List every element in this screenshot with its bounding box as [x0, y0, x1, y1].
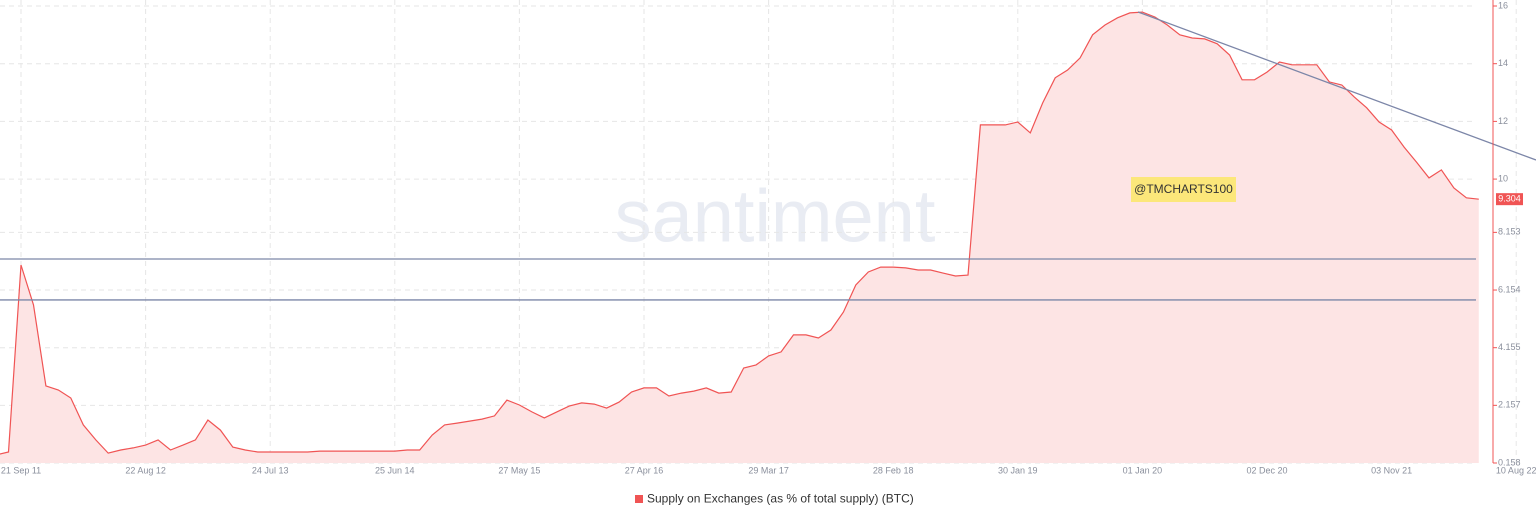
- plot: [0, 11, 1479, 463]
- line: [0, 11, 1479, 455]
- x-tick-label: 27 Apr 16: [625, 465, 664, 475]
- x-tick-label: 28 Feb 18: [873, 465, 914, 475]
- y-tick-label: 4.155: [1498, 342, 1521, 352]
- x-tick-label: 03 Nov 21: [1371, 465, 1412, 475]
- legend-label: Supply on Exchanges (as % of total suppl…: [647, 492, 914, 506]
- legend-swatch: [635, 495, 643, 503]
- last-value-label: 9.304: [1498, 194, 1521, 204]
- x-tick-label: 21 Sep 11: [1, 465, 41, 475]
- trend-line: [1137, 11, 1536, 161]
- x-tick-label: 10 Aug 22: [1496, 465, 1536, 475]
- annotation: @TMCHARTS100: [1134, 182, 1233, 196]
- axes: 0.158 2.157 4.155 6.154 8.153 10 12 14 16 21 Sep …: [1, 0, 1536, 475]
- area: [0, 12, 1479, 463]
- y-tick-label: 10: [1498, 173, 1508, 183]
- x-tick-label: 02 Dec 20: [1246, 465, 1287, 475]
- y-tick-label: 8.153: [1498, 227, 1521, 237]
- y-tick-label: 0.158: [1498, 457, 1521, 467]
- y-tick-label: 2.157: [1498, 400, 1521, 410]
- y-tick-label: 16: [1498, 0, 1508, 10]
- x-tick-label: 27 May 15: [498, 465, 540, 475]
- x-tick-label: 24 Jul 13: [252, 465, 289, 475]
- x-tick-label: 22 Aug 12: [125, 465, 166, 475]
- x-tick-label: 25 Jun 14: [375, 465, 415, 475]
- y-tick-label: 14: [1498, 58, 1508, 68]
- x-tick-label: 30 Jan 19: [998, 465, 1038, 475]
- annotation-box: [1131, 177, 1236, 202]
- y-tick-label: 12: [1498, 116, 1508, 126]
- watermark: santiment: [615, 175, 936, 258]
- y-tick-label: 6.154: [1498, 284, 1521, 294]
- last-value-box: [1496, 193, 1523, 206]
- x-tick-label: 01 Jan 20: [1123, 465, 1163, 475]
- x-tick-label: 29 Mar 17: [748, 465, 789, 475]
